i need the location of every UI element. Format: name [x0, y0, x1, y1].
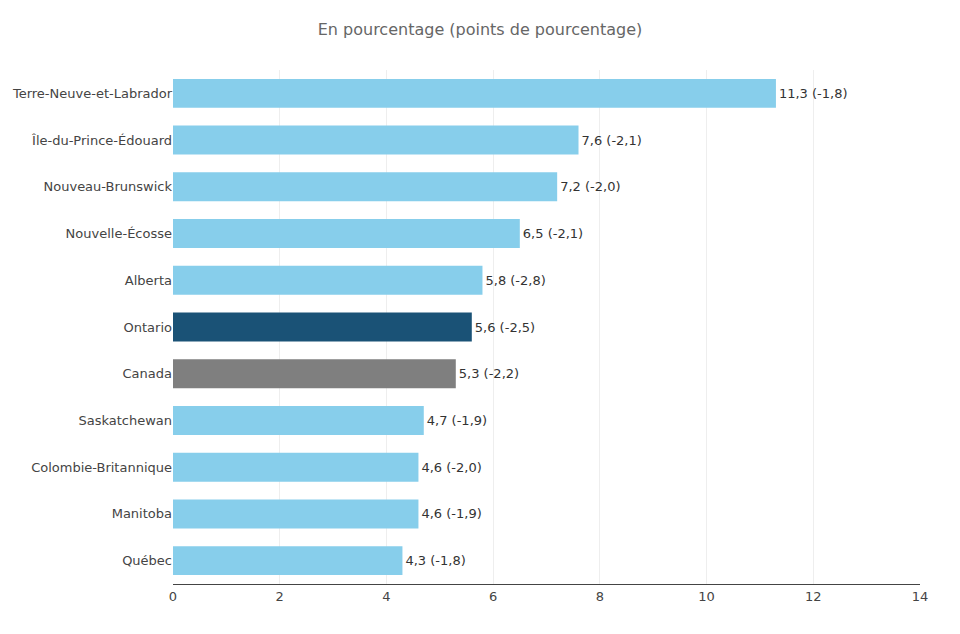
svg-text:Nouvelle-Écosse: Nouvelle-Écosse — [66, 226, 172, 241]
svg-text:4,7 (-1,9): 4,7 (-1,9) — [427, 413, 487, 428]
svg-text:Île-du-Prince-Édouard: Île-du-Prince-Édouard — [31, 133, 172, 148]
svg-text:6,5 (-2,1): 6,5 (-2,1) — [523, 226, 583, 241]
svg-text:5,3 (-2,2): 5,3 (-2,2) — [459, 366, 519, 381]
svg-text:Ontario: Ontario — [124, 320, 172, 335]
svg-text:5,8 (-2,8): 5,8 (-2,8) — [485, 273, 545, 288]
svg-text:Alberta: Alberta — [125, 273, 172, 288]
svg-text:En pourcentage (points de pour: En pourcentage (points de pourcentage) — [318, 20, 643, 39]
svg-text:5,6 (-2,5): 5,6 (-2,5) — [475, 320, 535, 335]
svg-text:10: 10 — [698, 589, 715, 604]
svg-text:11,3 (-1,8): 11,3 (-1,8) — [779, 86, 848, 101]
svg-text:Saskatchewan: Saskatchewan — [78, 413, 172, 428]
svg-text:Nouveau-Brunswick: Nouveau-Brunswick — [44, 179, 173, 194]
svg-text:4,3 (-1,8): 4,3 (-1,8) — [405, 553, 465, 568]
svg-text:Colombie-Britannique: Colombie-Britannique — [31, 460, 172, 475]
svg-text:Manitoba: Manitoba — [112, 506, 172, 521]
svg-text:4,6 (-1,9): 4,6 (-1,9) — [421, 506, 481, 521]
svg-text:4: 4 — [382, 589, 390, 604]
svg-text:0: 0 — [169, 589, 177, 604]
svg-text:Terre-Neuve-et-Labrador: Terre-Neuve-et-Labrador — [12, 86, 173, 101]
svg-text:12: 12 — [805, 589, 822, 604]
svg-text:2: 2 — [276, 589, 284, 604]
svg-text:Québec: Québec — [122, 553, 172, 568]
svg-text:14: 14 — [912, 589, 929, 604]
svg-text:7,6 (-2,1): 7,6 (-2,1) — [582, 133, 642, 148]
svg-text:4,6 (-2,0): 4,6 (-2,0) — [421, 460, 481, 475]
svg-text:Canada: Canada — [123, 366, 172, 381]
svg-text:8: 8 — [596, 589, 604, 604]
svg-text:6: 6 — [489, 589, 497, 604]
svg-text:7,2 (-2,0): 7,2 (-2,0) — [560, 179, 620, 194]
